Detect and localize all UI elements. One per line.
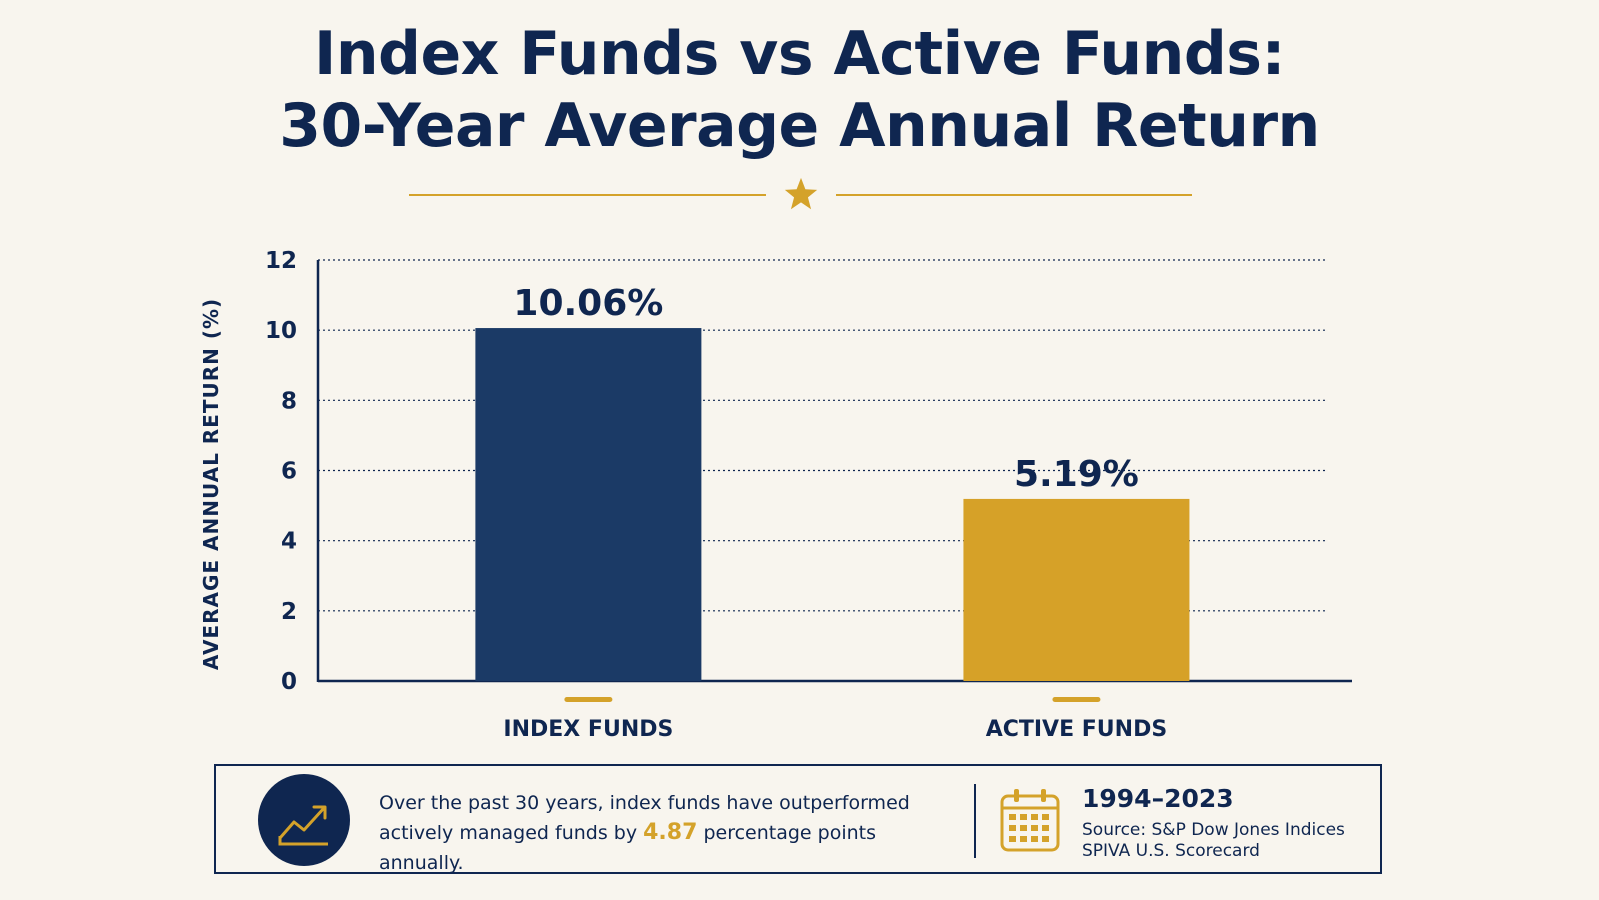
bar (475, 328, 702, 681)
category-marker (564, 697, 613, 702)
chart-title: Index Funds vs Active Funds: 30-Year Ave… (0, 18, 1599, 162)
chart-title-line2: 30-Year Average Annual Return (279, 91, 1320, 161)
y-tick-label: 12 (265, 248, 297, 274)
info-separator (974, 784, 976, 858)
y-tick-label: 2 (281, 599, 297, 625)
star-icon (784, 177, 818, 210)
title-divider-right (836, 194, 1192, 196)
summary-text-part2: percentage points annually. (379, 822, 877, 874)
date-range: 1994–2023 (1082, 784, 1234, 813)
summary-text-part1: Over the past 30 years, index funds have… (379, 792, 910, 844)
y-tick-label: 0 (281, 669, 297, 695)
source-line1: Source: S&P Dow Jones Indices (1082, 820, 1345, 840)
calendar-icon (1000, 789, 1060, 852)
bar-chart: 0 2 4 6 8 10 12 10.06% INDEX FUNDS 5.19% ACTIVE FU… (265, 248, 1352, 742)
y-tick-label: 6 (281, 459, 297, 485)
x-tick-label: INDEX FUNDS (503, 717, 673, 742)
category-marker (1052, 697, 1101, 702)
bar (963, 498, 1190, 681)
y-tick-label: 8 (281, 388, 297, 414)
outperformance-value: 4.87 (643, 820, 698, 845)
y-tick-label: 4 (281, 529, 297, 555)
data-label: 10.06% (513, 283, 663, 324)
title-divider-left (409, 194, 766, 196)
info-box: Over the past 30 years, index funds have… (214, 764, 1382, 874)
summary-message: Over the past 30 years, index funds have… (379, 788, 939, 878)
x-tick-label: ACTIVE FUNDS (986, 717, 1168, 742)
y-tick-label: 10 (265, 318, 297, 344)
chart-title-line1: Index Funds vs Active Funds: (314, 19, 1286, 89)
source-note: Source: S&P Dow Jones Indices SPIVA U.S.… (1082, 820, 1345, 862)
source-line2: SPIVA U.S. Scorecard (1082, 841, 1260, 861)
y-axis-label: AVERAGE ANNUAL RETURN (%) (199, 297, 223, 671)
trend-up-icon (258, 774, 350, 866)
data-label: 5.19% (1014, 454, 1139, 495)
